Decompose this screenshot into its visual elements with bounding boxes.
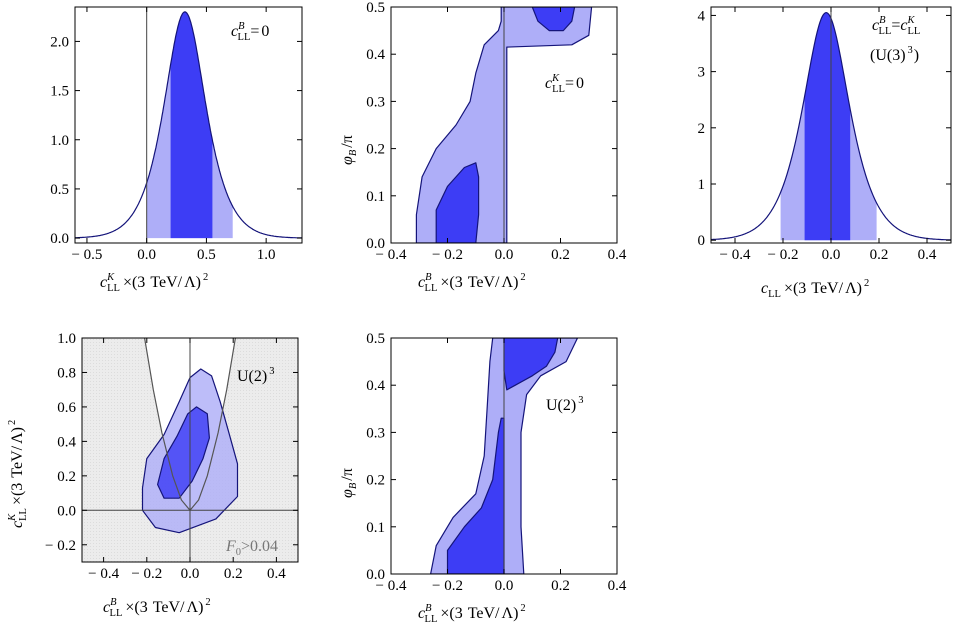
y-tick-label: 3	[698, 65, 706, 81]
x-tick-label: − 0.2	[432, 247, 463, 263]
x-axis-label: cK LL ×(3 TeV/Λ) 2	[100, 272, 208, 294]
x-tick-label: 0.2	[551, 247, 570, 263]
x-tick-label: − 0.4	[88, 566, 119, 582]
y-tick-label: 0.4	[366, 378, 385, 394]
x-tick-label: 0.0	[137, 247, 156, 263]
y-tick-label: 1	[698, 177, 706, 193]
x-tick-label: 0.0	[495, 247, 514, 263]
plot-frame	[74, 6, 303, 244]
y-tick-label: 0	[698, 233, 706, 249]
y-tick-label: 1.5	[50, 84, 69, 100]
x-axis-label: cLL ×(3 TeV/Λ) 2	[761, 278, 869, 300]
x-tick-label: 0.2	[551, 578, 570, 594]
x-tick-label: 0.0	[822, 247, 841, 263]
x-tick-label: − 0.4	[720, 247, 751, 263]
title-label: cB LL= 0	[231, 21, 269, 43]
region-68	[503, 338, 559, 391]
y-tick-label: 0.5	[50, 182, 69, 198]
y-tick-label: 0.2	[366, 142, 385, 158]
annotation-label: cK LL= 0	[545, 73, 584, 95]
y-tick-label: 0.0	[366, 236, 385, 252]
x-tick-label: − 0.2	[131, 566, 162, 582]
x-axis-label: cB LL ×(3 TeV/Λ) 2	[418, 272, 526, 294]
x-tick-label: 0.4	[608, 578, 627, 594]
panel-5: − 0.4 − 0.2 0.0 0.2 0.4 0.0 0.1 0.2 0.3 0.4 0.5 U(…	[339, 331, 627, 625]
x-tick-label: − 0.2	[768, 247, 799, 263]
panel-1: − 0.5 0.0 0.5 1.00.00.51.01.52.0 cB LL= 0 cK L…	[50, 6, 303, 294]
x-tick-label: 0.4	[267, 566, 286, 582]
x-axis-label: cB LL ×(3 TeV/Λ) 2	[103, 597, 211, 619]
y-tick-label: 0.4	[366, 47, 385, 63]
y-axis-label: φB/π	[339, 468, 359, 498]
y-tick-label: 0.6	[57, 400, 76, 416]
y-tick-label: 4	[698, 8, 706, 24]
y-axis-label: φB/π	[339, 135, 359, 165]
annotation-label: U(2) 3	[237, 366, 274, 385]
density-curve	[75, 11, 302, 239]
panel-2: − 0.4 − 0.2 0.0 0.2 0.4 0.0 0.1 0.2 0.3 0.4 0.5 cK…	[339, 0, 627, 294]
y-tick-label: 1.0	[57, 331, 76, 347]
y-tick-label: 0.0	[57, 503, 76, 519]
x-axis-label: cB LL ×(3 TeV/Λ) 2	[418, 603, 526, 625]
y-tick-label: 0.2	[366, 473, 385, 489]
y-tick-label: 0.3	[366, 425, 385, 441]
x-tick-label: − 0.5	[71, 247, 102, 263]
shaded-region-label: F0>0.04	[225, 538, 278, 558]
x-tick-label: 0.4	[608, 247, 627, 263]
y-tick-label: − 0.2	[45, 538, 76, 554]
x-tick-label: 0.0	[181, 566, 200, 582]
annotation-label: U(2) 3	[546, 395, 583, 414]
interval-68-band	[804, 12, 851, 241]
x-tick-label: 0.4	[918, 247, 937, 263]
y-tick-label: 0.2	[57, 469, 76, 485]
y-tick-label: 0.4	[57, 434, 76, 450]
x-tick-label: − 0.2	[432, 578, 463, 594]
y-tick-label: 0.8	[57, 365, 76, 381]
x-tick-label: − 0.4	[376, 578, 407, 594]
title-subtitle: (U(3) 3)	[870, 45, 919, 64]
y-tick-label: 1.0	[50, 133, 69, 149]
region-68	[531, 7, 576, 32]
panel-3: − 0.4 − 0.2 0.0 0.2 0.4 0 1 2 3 4 cB LL=cK LL (U(3)…	[698, 6, 952, 300]
x-tick-label: − 0.4	[376, 247, 407, 263]
region-68	[435, 162, 480, 243]
x-tick-label: 0.2	[224, 566, 243, 582]
panel-4: − 0.4 − 0.2 0.0 0.2 0.4 − 0.2 0.0 0.2 0.4 0.6 0.8 1…	[7, 331, 299, 619]
x-tick-label: 0.0	[495, 578, 514, 594]
x-tick-label: 0.2	[870, 247, 889, 263]
y-tick-label: 0.5	[366, 331, 385, 347]
y-tick-label: 0.0	[50, 231, 69, 247]
y-tick-label: 0.3	[366, 94, 385, 110]
region-68	[157, 406, 210, 499]
y-tick-label: 0.1	[366, 189, 385, 205]
y-tick-label: 0.5	[366, 0, 385, 16]
x-tick-label: 1.0	[257, 247, 276, 263]
title-label: cB LL=cK LL	[872, 15, 920, 37]
y-tick-label: 2.0	[50, 34, 69, 50]
x-tick-label: 0.5	[197, 247, 216, 263]
y-axis-label: cKLL×(3TeV/Λ)2	[7, 420, 29, 528]
y-tick-label: 0.1	[366, 520, 385, 536]
y-tick-label: 2	[698, 121, 706, 137]
interval-68-band	[170, 11, 213, 239]
y-tick-label: 0.0	[366, 567, 385, 583]
